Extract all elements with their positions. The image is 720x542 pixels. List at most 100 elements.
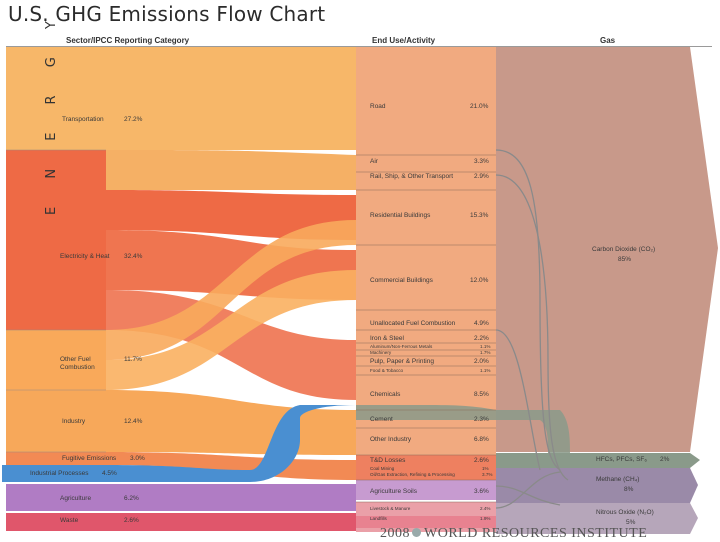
end-use-name: Coal Mining (370, 466, 395, 471)
flow-otherfuel-com (106, 270, 356, 390)
flow-electricity-res (106, 190, 356, 240)
gas-pct: 8% (624, 486, 634, 493)
sector-name: Transportation (62, 116, 104, 123)
header-gas: Gas (600, 36, 616, 45)
sector-name: Agriculture (60, 495, 92, 502)
sector-band-waste (6, 513, 106, 531)
sector-pct: 4.5% (102, 470, 117, 477)
end-use-pct: 2.0% (474, 358, 489, 365)
gas-name: Carbon Dioxide (CO₂) (592, 246, 656, 253)
gas-band-hfc (496, 453, 700, 468)
end-use-pct: 8.5% (474, 391, 489, 398)
end-use-name: Rail, Ship, & Other Transport (370, 173, 454, 180)
end-use-name: Unallocated Fuel Combustion (370, 320, 456, 327)
sector-name: Industry (62, 418, 86, 425)
sector-name: Waste (60, 517, 79, 524)
gas-name: Nitrous Oxide (N₂O) (596, 509, 654, 516)
end-use-panel (356, 47, 496, 455)
sector-name: Electricity & Heat (60, 253, 110, 260)
sector-pct: 6.2% (124, 495, 139, 502)
end-use-pct: 3.7% (482, 472, 493, 477)
end-use-name: Air (370, 158, 378, 165)
end-use-name: Chemicals (370, 391, 401, 398)
end-use-name: Landfills (370, 516, 387, 521)
end-use-name: Iron & Steel (370, 335, 404, 342)
page-title: U.S. GHG Emissions Flow Chart (8, 2, 326, 26)
gas-connector-2 (495, 174, 569, 481)
flow-waste (106, 513, 356, 531)
flow-transportation (106, 47, 356, 150)
gas-connector-5 (495, 471, 561, 509)
header-divider (6, 46, 712, 47)
flow-industry (106, 390, 356, 455)
end-use-pct: 3.3% (474, 158, 489, 165)
flow-otherfuel-res (106, 220, 356, 360)
end-use-pct: 1.1% (480, 344, 491, 349)
end-use-name: Agriculture Soils (370, 488, 417, 495)
sector-band-industrial-processes (2, 465, 106, 482)
end-use-name: Road (370, 103, 386, 110)
end-use-pct: 21.0% (470, 103, 489, 110)
end-use-pct: 12.0% (470, 277, 489, 284)
sector-pct: 11.7% (124, 356, 142, 363)
gas-pct: 85% (618, 256, 632, 263)
sector-name: Other Fuel Combustion (60, 356, 95, 371)
footer-year: 2008 (380, 526, 410, 541)
end-use-pct: 2.9% (474, 173, 489, 180)
end-use-name: T&D Losses (370, 457, 406, 464)
end-use-pct: 15.3% (470, 212, 489, 219)
header-end-use: End Use/Activity (372, 36, 436, 45)
end-use-pct: 2.4% (480, 506, 491, 511)
flow-transport-air (106, 150, 356, 190)
end-use-name: Livestock & Manure (370, 506, 411, 511)
gas-band-co2 (496, 47, 718, 452)
gas-band-n2o (496, 503, 698, 534)
end-use-pct: 6.8% (474, 436, 489, 443)
footer-org: WORLD RESOURCES INSTITUTE (424, 526, 648, 541)
sector-name: Industrial Processes (30, 470, 89, 477)
sector-band-fugitive (6, 452, 106, 465)
gas-name: Methane (CH₄) (596, 476, 640, 483)
end-use-pct: 1.9% (480, 516, 491, 521)
end-use-name: Pulp, Paper & Printing (370, 358, 434, 365)
end-use-name: Food & Tobacco (370, 368, 404, 373)
end-use-name: Other Industry (370, 436, 412, 443)
sector-pct: 12.4% (124, 418, 143, 425)
end-use-pct: 1.7% (480, 350, 491, 355)
sector-pct: 3.0% (130, 455, 145, 462)
sector-band-industry (6, 390, 106, 452)
sector-pct: 32.4% (124, 253, 143, 260)
end-use-name: Commercial Buildings (370, 277, 433, 284)
flow-processes-to-gas (356, 405, 570, 453)
gas-connector-4 (495, 485, 561, 506)
end-use-name: Residential Buildings (370, 212, 431, 219)
end-use-pct: 4.9% (474, 320, 489, 327)
end-use-name: Aluminum/Non-Ferrous Metals (370, 344, 433, 349)
flow-fugitive (106, 452, 356, 480)
sector-pct: 2.6% (124, 517, 139, 524)
flow-industrial-processes (106, 405, 356, 482)
energy-label: E N E R G Y (44, 9, 59, 215)
end-use-name: Oil/Gas Extraction, Refining & Processin… (370, 472, 455, 477)
footer-credit: 2008 WORLD RESOURCES INSTITUTE (380, 526, 647, 542)
gas-pct: 5% (626, 519, 636, 526)
end-use-pct: 2.3% (474, 416, 489, 423)
gas-name: HFCs, PFCs, SF₆ (596, 456, 648, 463)
sector-band-transportation (6, 47, 106, 150)
end-use-name: Cement (370, 416, 393, 423)
end-use-td-panel (356, 455, 496, 480)
flow-electricity-ind (106, 290, 356, 400)
end-use-pct: 2.2% (474, 335, 489, 342)
sector-name: Fugitive Emissions (62, 455, 117, 462)
end-use-pct: 1.1% (480, 368, 491, 373)
header-sector: Sector/IPCC Reporting Category (66, 36, 190, 45)
sector-band-other-fuel (6, 330, 106, 390)
sector-band-agriculture (6, 484, 106, 511)
sector-pct: 27.2% (124, 116, 143, 123)
flow-waste-tail (356, 516, 496, 528)
gas-pct: 2% (660, 456, 670, 463)
end-use-pct: 1% (482, 466, 489, 471)
sector-band-electricity (6, 150, 106, 330)
gas-connector-3 (495, 329, 541, 471)
